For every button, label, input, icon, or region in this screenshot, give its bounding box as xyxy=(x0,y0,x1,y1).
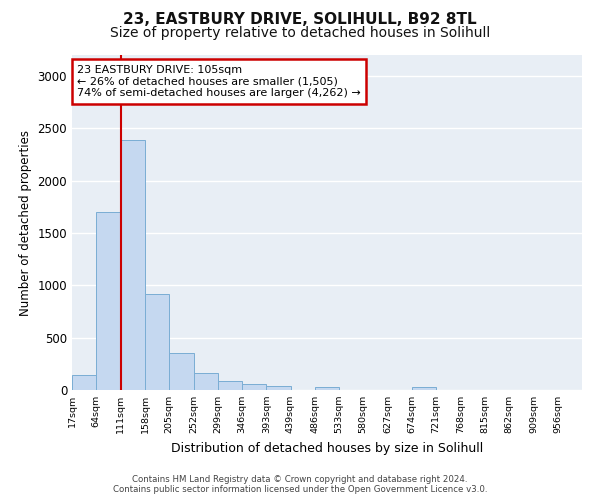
Bar xyxy=(218,380,242,390)
Bar xyxy=(145,294,169,390)
Bar xyxy=(412,388,436,390)
Bar xyxy=(194,373,218,390)
Text: Size of property relative to detached houses in Solihull: Size of property relative to detached ho… xyxy=(110,26,490,40)
Bar xyxy=(121,140,145,390)
Bar xyxy=(314,387,339,390)
Bar xyxy=(242,384,266,390)
Text: 23, EASTBURY DRIVE, SOLIHULL, B92 8TL: 23, EASTBURY DRIVE, SOLIHULL, B92 8TL xyxy=(123,12,477,28)
Y-axis label: Number of detached properties: Number of detached properties xyxy=(19,130,32,316)
Bar xyxy=(72,376,97,390)
Text: Contains HM Land Registry data © Crown copyright and database right 2024.
Contai: Contains HM Land Registry data © Crown c… xyxy=(113,474,487,494)
X-axis label: Distribution of detached houses by size in Solihull: Distribution of detached houses by size … xyxy=(171,442,483,454)
Bar xyxy=(266,386,291,390)
Bar xyxy=(97,212,121,390)
Bar xyxy=(169,353,194,390)
Text: 23 EASTBURY DRIVE: 105sqm
← 26% of detached houses are smaller (1,505)
74% of se: 23 EASTBURY DRIVE: 105sqm ← 26% of detac… xyxy=(77,65,361,98)
